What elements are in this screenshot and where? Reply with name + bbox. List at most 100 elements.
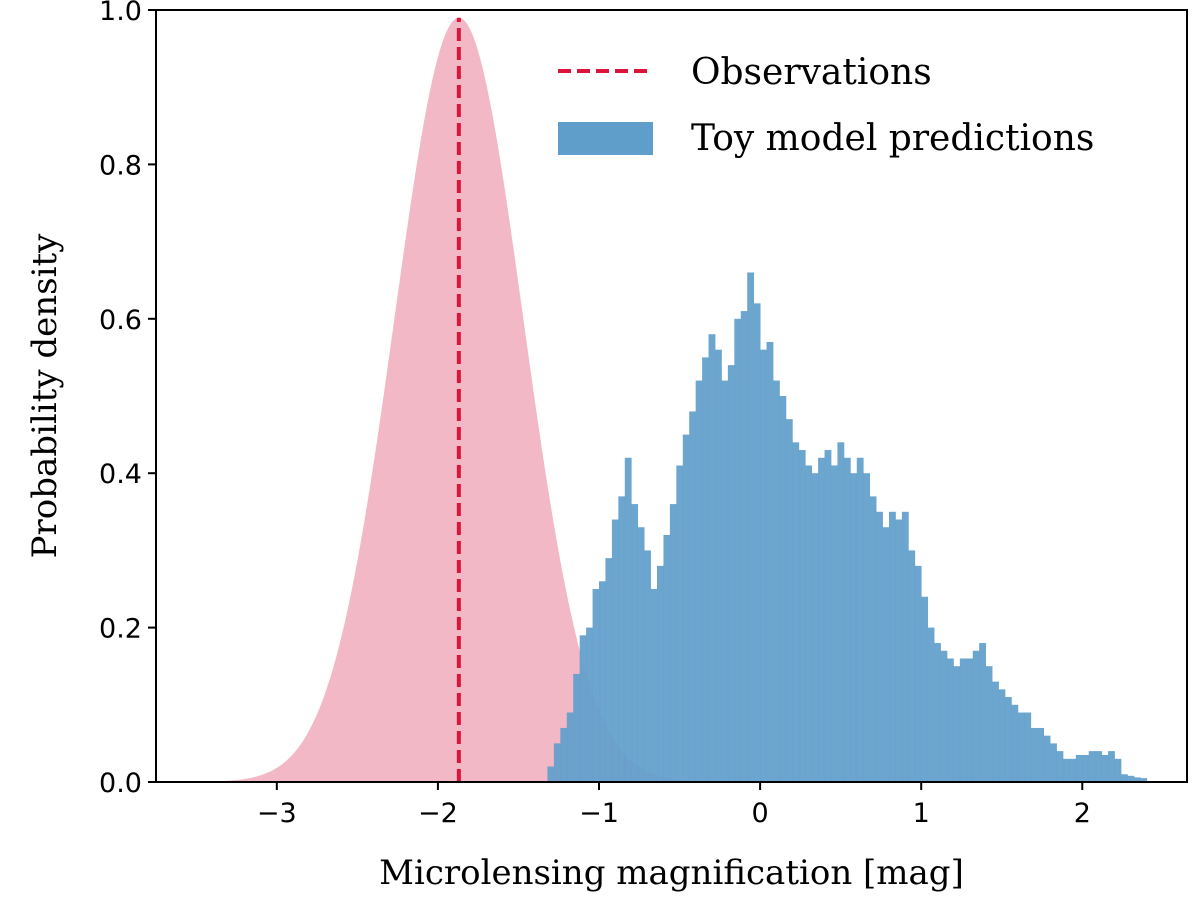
- histogram-bar: [721, 380, 729, 782]
- histogram-bar: [805, 465, 813, 782]
- histogram-bar: [1082, 754, 1090, 782]
- histogram-bar: [1056, 751, 1064, 782]
- histogram-bar: [985, 666, 993, 782]
- histogram-bar: [869, 496, 877, 782]
- histogram-bar: [895, 519, 903, 782]
- histogram-bar: [856, 457, 864, 782]
- axis-ticks: −3 −2 −1 0 1 2 0.0 0.2 0.4 0.6 0.8 1.0: [99, 0, 1091, 829]
- histogram-bar: [1140, 778, 1148, 782]
- plot-area: [156, 17, 1187, 783]
- histogram-bar: [740, 311, 748, 782]
- histogram-bar: [1101, 754, 1109, 782]
- histogram-bar: [547, 766, 555, 782]
- histogram-bar: [573, 673, 581, 782]
- histogram-bar: [715, 349, 722, 782]
- histogram-bar: [560, 727, 568, 782]
- histogram-bar: [940, 650, 948, 782]
- histogram-bar: [689, 411, 697, 782]
- legend-observations-label: Observations: [691, 52, 932, 93]
- histogram-bar: [682, 434, 690, 782]
- histogram-bar: [779, 396, 787, 782]
- legend-toy-model-label: Toy model predictions: [691, 118, 1094, 159]
- x-axis-label: Microlensing magnification [mag]: [379, 853, 964, 893]
- histogram-bar: [1075, 754, 1083, 782]
- histogram-bar: [1030, 727, 1038, 782]
- histogram-bar: [798, 450, 806, 782]
- x-tick-label: 0: [752, 798, 769, 829]
- histogram-bar: [1011, 704, 1019, 782]
- histogram-bar: [843, 457, 851, 782]
- histogram-bar: [934, 643, 941, 782]
- histogram-bar: [863, 473, 871, 782]
- histogram-bar: [914, 565, 922, 782]
- histogram-bar: [1120, 774, 1128, 782]
- y-tick-label: 0.0: [99, 768, 142, 799]
- legend-toy-model-swatch: [558, 122, 653, 155]
- histogram-bar: [586, 627, 593, 782]
- histogram-bar: [811, 473, 819, 782]
- histogram-bar: [966, 658, 974, 782]
- histogram-bar: [1127, 775, 1135, 782]
- histogram-bar: [946, 658, 954, 782]
- histogram-bar: [650, 589, 658, 782]
- histogram-bar: [553, 743, 561, 782]
- histogram-bar: [669, 504, 677, 782]
- histogram-bar: [734, 318, 742, 782]
- histogram-bar: [1062, 758, 1070, 782]
- histogram-bar: [1017, 712, 1025, 782]
- histogram-bar: [702, 357, 709, 782]
- histogram-bar: [1069, 758, 1077, 782]
- histogram-bar: [676, 465, 684, 782]
- histogram-bar: [631, 504, 639, 782]
- x-tick-label: −1: [579, 798, 619, 829]
- y-tick-label: 0.2: [99, 614, 142, 645]
- histogram-bar: [644, 550, 651, 782]
- histogram-bar: [1095, 751, 1103, 782]
- y-tick-label: 0.6: [99, 305, 142, 336]
- histogram-bar: [908, 550, 916, 782]
- histogram-bar: [695, 380, 703, 782]
- x-tick-label: −3: [257, 798, 297, 829]
- histogram-bar: [599, 581, 606, 782]
- histogram-bar: [753, 303, 761, 782]
- histogram-bar: [837, 442, 845, 782]
- histogram-bar: [882, 527, 890, 782]
- histogram-bar: [927, 627, 935, 782]
- histogram-bar: [1037, 727, 1045, 782]
- histogram-bar: [772, 380, 780, 782]
- histogram-bar: [792, 442, 800, 782]
- histogram-bar: [1108, 751, 1115, 782]
- x-tick-label: −2: [418, 798, 458, 829]
- histogram-bar: [592, 589, 600, 782]
- x-tick-label: 1: [913, 798, 930, 829]
- histogram-bar: [663, 534, 671, 782]
- x-tick-label: 2: [1074, 798, 1091, 829]
- histogram-bar: [1088, 751, 1096, 782]
- histogram-bar: [1133, 777, 1141, 782]
- histogram-bar: [830, 465, 838, 782]
- histogram-bar: [727, 365, 735, 782]
- histogram-bar: [618, 496, 626, 782]
- histogram-bar: [579, 635, 587, 782]
- histogram-bar: [708, 334, 716, 782]
- histogram-bar: [921, 596, 929, 782]
- histogram-bar: [876, 511, 883, 782]
- histogram-bar: [747, 272, 755, 782]
- histogram-bar: [766, 341, 774, 782]
- histogram-bar: [888, 511, 896, 782]
- histogram-bar: [637, 527, 645, 782]
- histogram-bar: [1024, 712, 1032, 782]
- histogram-bar: [972, 650, 980, 782]
- histogram-bar: [760, 349, 767, 782]
- histogram-bar: [1050, 743, 1057, 782]
- axes-frame: [155, 9, 1188, 783]
- histogram-bar: [959, 658, 967, 782]
- histogram-bar: [657, 565, 664, 782]
- histogram-bar: [1114, 758, 1122, 782]
- histogram-bar: [611, 519, 619, 782]
- histogram-bar: [624, 457, 632, 782]
- histogram-bar: [1043, 735, 1051, 782]
- histogram-bar: [850, 473, 858, 782]
- histogram-bar: [605, 558, 613, 782]
